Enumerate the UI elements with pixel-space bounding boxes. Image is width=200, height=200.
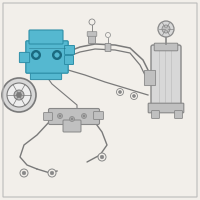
Circle shape — [158, 21, 174, 37]
Circle shape — [7, 83, 31, 107]
FancyBboxPatch shape — [44, 113, 52, 120]
Circle shape — [132, 95, 136, 98]
FancyBboxPatch shape — [63, 120, 81, 132]
Circle shape — [16, 92, 22, 98]
FancyBboxPatch shape — [105, 44, 111, 51]
Circle shape — [52, 50, 62, 60]
FancyBboxPatch shape — [64, 55, 74, 64]
Circle shape — [116, 88, 124, 96]
Circle shape — [32, 50, 40, 60]
Circle shape — [55, 53, 59, 57]
Circle shape — [89, 19, 95, 25]
FancyBboxPatch shape — [175, 111, 182, 118]
Circle shape — [58, 114, 62, 118]
FancyBboxPatch shape — [152, 111, 159, 118]
Circle shape — [98, 153, 106, 161]
Circle shape — [14, 90, 24, 100]
FancyBboxPatch shape — [148, 103, 184, 113]
Circle shape — [106, 32, 110, 38]
FancyBboxPatch shape — [29, 30, 63, 44]
FancyBboxPatch shape — [154, 43, 178, 51]
Circle shape — [118, 90, 122, 94]
Circle shape — [100, 155, 104, 159]
FancyBboxPatch shape — [30, 69, 62, 80]
FancyBboxPatch shape — [94, 112, 103, 119]
FancyBboxPatch shape — [87, 32, 97, 36]
Circle shape — [162, 25, 170, 33]
FancyBboxPatch shape — [88, 33, 96, 44]
Circle shape — [71, 118, 73, 120]
Circle shape — [83, 115, 85, 117]
FancyBboxPatch shape — [26, 41, 68, 73]
Circle shape — [20, 169, 28, 177]
FancyBboxPatch shape — [144, 70, 156, 86]
Circle shape — [34, 53, 38, 57]
FancyBboxPatch shape — [19, 52, 30, 63]
Circle shape — [59, 115, 61, 117]
FancyBboxPatch shape — [48, 108, 100, 124]
Circle shape — [70, 116, 74, 121]
Circle shape — [50, 171, 54, 175]
FancyBboxPatch shape — [64, 46, 74, 54]
Circle shape — [48, 169, 56, 177]
Circle shape — [82, 114, 86, 118]
FancyBboxPatch shape — [151, 45, 181, 107]
Circle shape — [130, 92, 138, 99]
Circle shape — [2, 78, 36, 112]
Circle shape — [22, 171, 26, 175]
